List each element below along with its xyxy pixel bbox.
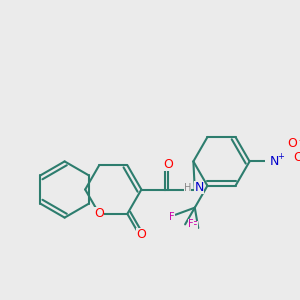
- Text: O: O: [136, 228, 146, 241]
- Text: O: O: [163, 158, 173, 171]
- Text: O: O: [94, 207, 104, 220]
- Text: F: F: [192, 221, 198, 231]
- Text: N: N: [194, 181, 204, 194]
- Text: -: -: [298, 135, 300, 145]
- Text: O: O: [294, 152, 300, 164]
- Text: +: +: [278, 152, 284, 160]
- Text: H: H: [184, 183, 191, 193]
- Text: F: F: [169, 212, 175, 221]
- Text: O: O: [287, 137, 297, 150]
- Text: F: F: [188, 219, 194, 230]
- Text: N: N: [270, 155, 280, 168]
